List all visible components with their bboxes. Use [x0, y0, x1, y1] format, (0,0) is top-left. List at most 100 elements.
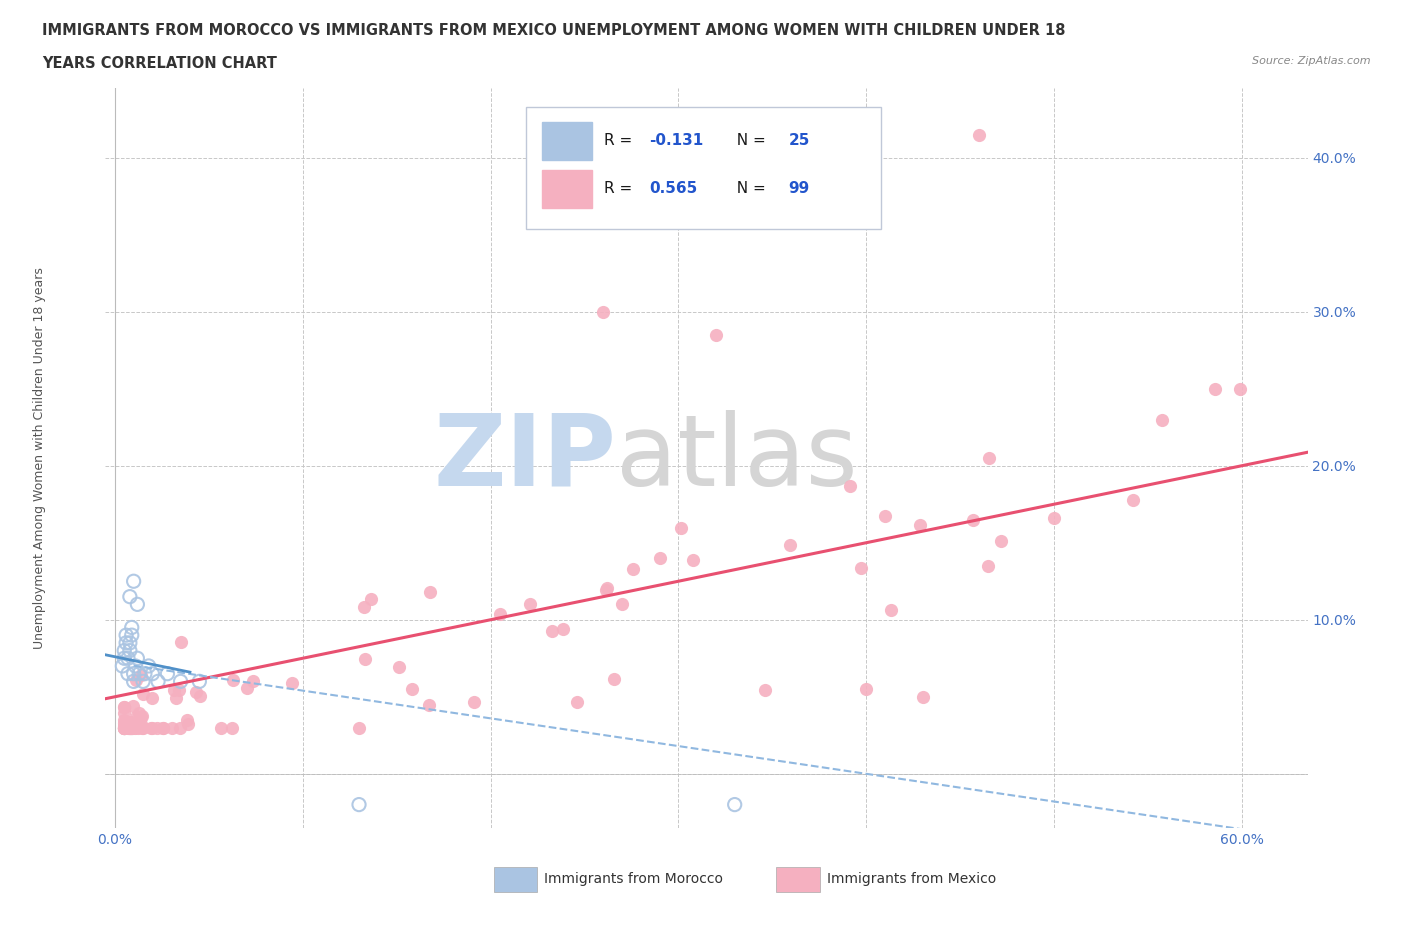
Point	[163, 683, 186, 698]
FancyBboxPatch shape	[776, 867, 820, 892]
Point	[141, 720, 163, 735]
Point	[347, 797, 370, 812]
Point	[176, 712, 198, 727]
Point	[463, 695, 485, 710]
Point	[122, 674, 145, 689]
Text: Immigrants from Morocco: Immigrants from Morocco	[544, 872, 723, 886]
Point	[1122, 493, 1144, 508]
Point	[129, 667, 152, 682]
Point	[112, 713, 135, 728]
Point	[592, 304, 614, 319]
Point	[176, 717, 198, 732]
Point	[115, 628, 138, 643]
Point	[118, 590, 141, 604]
Point	[360, 592, 382, 607]
Text: N =: N =	[727, 181, 770, 196]
Point	[128, 666, 150, 681]
Point	[112, 715, 135, 730]
Point	[132, 674, 155, 689]
Point	[188, 689, 211, 704]
Point	[141, 690, 163, 705]
Text: 99: 99	[789, 181, 810, 196]
Point	[169, 720, 191, 735]
Point	[1152, 413, 1174, 428]
Point	[839, 479, 862, 494]
Text: 0.565: 0.565	[648, 181, 697, 196]
Point	[1229, 381, 1251, 396]
Point	[112, 651, 135, 666]
Point	[121, 620, 143, 635]
Point	[621, 562, 644, 577]
Point	[880, 603, 903, 618]
Point	[129, 709, 152, 724]
Point	[122, 666, 145, 681]
Point	[131, 717, 153, 732]
Point	[704, 327, 727, 342]
Point	[779, 538, 801, 552]
FancyBboxPatch shape	[526, 107, 880, 229]
Point	[120, 714, 142, 729]
Point	[125, 710, 148, 724]
Point	[724, 797, 747, 812]
Point	[489, 606, 512, 621]
Point	[962, 512, 984, 527]
Point	[401, 682, 423, 697]
Point	[121, 628, 143, 643]
Text: -0.131: -0.131	[648, 133, 703, 149]
Point	[118, 644, 141, 658]
Point	[128, 706, 150, 721]
Point	[112, 720, 135, 735]
Point	[131, 709, 153, 724]
Text: atlas: atlas	[616, 409, 858, 507]
Point	[118, 720, 141, 735]
Point	[990, 534, 1012, 549]
Point	[418, 698, 440, 712]
Point	[236, 681, 259, 696]
Point	[156, 666, 179, 681]
Point	[124, 720, 146, 735]
Point	[131, 720, 153, 735]
Point	[188, 674, 211, 689]
Point	[1043, 511, 1066, 525]
Point	[152, 720, 174, 735]
Text: 25: 25	[789, 133, 810, 149]
Point	[134, 666, 156, 681]
Point	[977, 451, 1000, 466]
Text: ZIP: ZIP	[433, 409, 616, 507]
Point	[152, 720, 174, 735]
Point	[353, 599, 375, 614]
Point	[595, 583, 617, 598]
Point	[115, 635, 138, 650]
Point	[125, 672, 148, 687]
Point	[124, 658, 146, 673]
Point	[169, 683, 191, 698]
Point	[112, 720, 135, 735]
Point	[541, 624, 564, 639]
Point	[908, 517, 931, 532]
Point	[138, 658, 160, 673]
Text: R =: R =	[605, 133, 637, 149]
Point	[141, 666, 163, 681]
Point	[222, 672, 245, 687]
Point	[596, 581, 619, 596]
Point	[911, 689, 934, 704]
Point	[117, 666, 139, 681]
Point	[112, 705, 135, 720]
Point	[221, 720, 243, 735]
Point	[112, 720, 135, 735]
Point	[1204, 381, 1226, 396]
Point	[553, 622, 575, 637]
Point	[209, 720, 232, 735]
Point	[851, 560, 873, 575]
Text: Immigrants from Mexico: Immigrants from Mexico	[827, 872, 995, 886]
Text: IMMIGRANTS FROM MOROCCO VS IMMIGRANTS FROM MEXICO UNEMPLOYMENT AMONG WOMEN WITH : IMMIGRANTS FROM MOROCCO VS IMMIGRANTS FR…	[42, 23, 1066, 38]
Point	[162, 720, 184, 735]
Point	[131, 686, 153, 701]
Point	[648, 551, 671, 565]
Point	[141, 720, 163, 735]
Point	[671, 521, 693, 536]
Point	[610, 597, 633, 612]
Point	[354, 652, 377, 667]
Point	[112, 699, 135, 714]
Text: N =: N =	[727, 133, 770, 149]
